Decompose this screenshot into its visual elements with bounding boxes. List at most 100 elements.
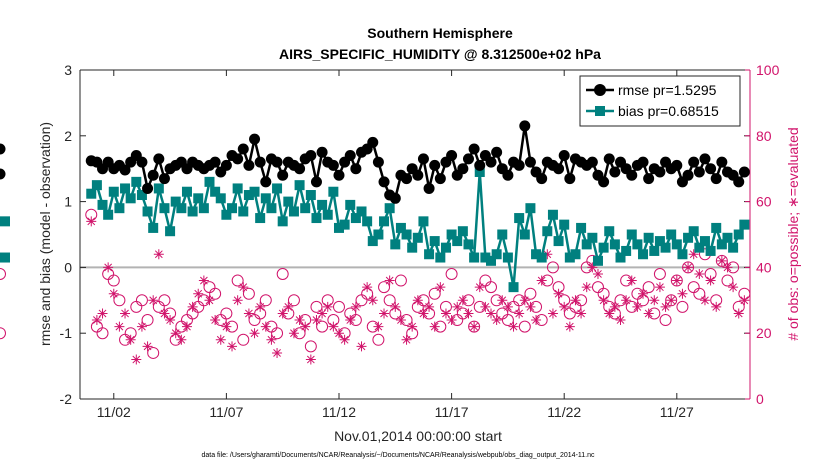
bias-point xyxy=(705,245,716,256)
bias-point xyxy=(508,282,519,293)
obs-evaluated-point xyxy=(317,308,328,319)
bias-point xyxy=(221,209,232,220)
bias-point xyxy=(621,245,632,256)
obs-evaluated-point xyxy=(435,282,446,293)
bias-point xyxy=(311,213,322,224)
obs-evaluated-point xyxy=(412,295,423,306)
legend-bias-marker xyxy=(595,106,605,116)
obs-evaluated-point xyxy=(671,275,682,286)
obs-evaluated-point xyxy=(469,321,480,332)
bias-point xyxy=(108,186,119,197)
obs-evaluated-point xyxy=(711,301,722,312)
obs-possible-point xyxy=(113,294,126,307)
bias-point xyxy=(671,239,682,250)
obs-evaluated-point xyxy=(654,282,665,293)
bias-point xyxy=(148,222,159,233)
obs-evaluated-point xyxy=(148,295,159,306)
obs-evaluated-point xyxy=(553,288,564,299)
rmse-point xyxy=(142,182,154,194)
bias-point xyxy=(412,232,423,243)
obs-evaluated-point xyxy=(170,328,181,339)
legend-rmse-label: rmse pr=1.5295 xyxy=(618,82,717,98)
bias-point xyxy=(587,232,598,243)
obs-evaluated-point xyxy=(626,275,637,286)
obs-possible-point xyxy=(0,267,6,280)
obs-evaluated-point xyxy=(401,334,412,345)
bias-point xyxy=(722,232,733,243)
bias-point xyxy=(677,249,688,260)
obs-evaluated-point xyxy=(570,295,581,306)
bias-point xyxy=(159,203,170,214)
obs-evaluated-point xyxy=(294,315,305,326)
obs-evaluated-point xyxy=(350,301,361,312)
rmse-point xyxy=(249,133,261,145)
bias-point xyxy=(401,229,412,240)
obs-evaluated-point xyxy=(97,308,108,319)
bias-point xyxy=(553,236,564,247)
bias-point xyxy=(277,216,288,227)
obs-evaluated-point xyxy=(683,262,694,273)
chart-title: Southern Hemisphere xyxy=(367,25,513,41)
bias-point xyxy=(91,180,102,191)
y-tick-label-left: 2 xyxy=(64,128,72,144)
rmse-point xyxy=(637,156,649,168)
obs-evaluated-point xyxy=(193,288,204,299)
y-tick-label-left: 0 xyxy=(64,259,72,275)
rmse-point xyxy=(553,163,565,175)
bias-point xyxy=(0,216,10,227)
obs-possible-point xyxy=(310,300,323,313)
obs-evaluated-point xyxy=(615,315,626,326)
obs-evaluated-point xyxy=(204,295,215,306)
obs-evaluated-point xyxy=(181,321,192,332)
bias-point xyxy=(227,203,238,214)
bias-point xyxy=(632,239,643,250)
obs-possible-point xyxy=(687,281,700,294)
bias-point xyxy=(142,206,153,217)
obs-evaluated-point xyxy=(604,308,615,319)
bias-point xyxy=(424,249,435,260)
obs-evaluated-point xyxy=(221,321,232,332)
bias-point xyxy=(615,252,626,263)
rmse-point xyxy=(524,156,536,168)
bias-point xyxy=(452,236,463,247)
bias-point xyxy=(733,229,744,240)
bias-point xyxy=(165,226,176,237)
rmse-point xyxy=(423,182,435,194)
rmse-point xyxy=(536,173,548,185)
rmse-point xyxy=(316,146,328,158)
rmse-point xyxy=(254,156,266,168)
bias-point xyxy=(260,193,271,204)
obs-evaluated-point xyxy=(638,288,649,299)
bias-point xyxy=(660,242,671,253)
bias-point xyxy=(345,199,356,210)
bias-point xyxy=(649,245,660,256)
bias-point xyxy=(728,242,739,253)
bias-point xyxy=(418,216,429,227)
obs-evaluated-point xyxy=(508,321,519,332)
obs-possible-point xyxy=(378,281,391,294)
obs-evaluated-point xyxy=(739,295,750,306)
bias-point xyxy=(249,186,260,197)
obs-evaluated-point xyxy=(108,288,119,299)
bias-point xyxy=(654,236,665,247)
bias-point xyxy=(243,190,254,201)
bias-point xyxy=(699,236,710,247)
obs-evaluated-point xyxy=(440,308,451,319)
legend-box xyxy=(579,75,741,127)
obs-possible-point xyxy=(372,333,385,346)
bias-point xyxy=(683,232,694,243)
bias-point xyxy=(547,209,558,220)
bias-point xyxy=(356,206,367,217)
obs-evaluated-point xyxy=(581,282,592,293)
obs-evaluated-point xyxy=(159,308,170,319)
bias-point xyxy=(435,252,446,263)
rmse-point xyxy=(232,153,244,165)
obs-possible-point xyxy=(259,294,272,307)
rmse-point xyxy=(417,153,429,165)
obs-possible-point xyxy=(276,267,289,280)
obs-evaluated-point xyxy=(592,268,603,279)
rmse-point xyxy=(446,150,458,162)
obs-evaluated-point xyxy=(153,249,164,260)
obs-evaluated-point xyxy=(86,216,97,227)
y-tick-label-left: -2 xyxy=(60,391,73,407)
